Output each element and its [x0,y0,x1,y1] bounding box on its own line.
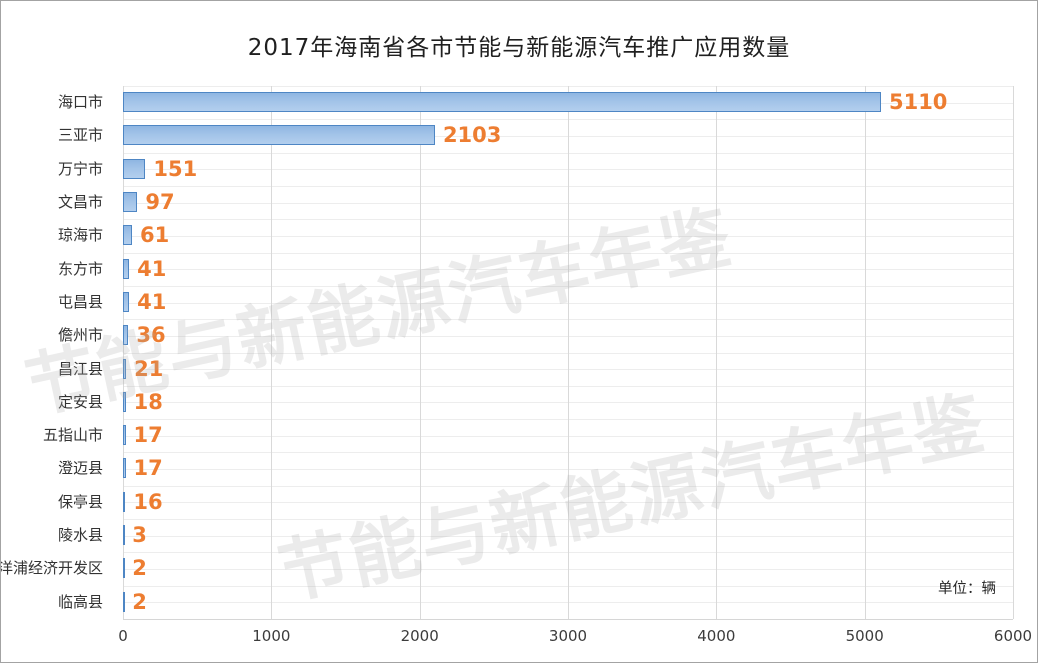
bar-value-label: 18 [133,389,163,414]
bar-row: 17 [123,419,1013,452]
category-label: 文昌市 [57,192,103,211]
value-axis: 0 1000 2000 3000 4000 5000 6000 [1,627,1037,649]
category-label: 五指山市 [42,426,103,445]
gridline-vertical [1013,86,1014,619]
bar-value-label: 2 [132,589,147,614]
category-label: 保亭县 [57,492,103,511]
category-label: 琼海市 [57,226,103,245]
plot-area: 5110 2103 151 97 61 41 41 36 21 18 17 17 16 3 2 2 [123,86,1014,620]
bar-value-label: 151 [153,156,198,181]
bar-value-label: 36 [136,323,166,348]
bar [123,225,133,246]
x-tick-label: 6000 [993,627,1033,645]
bar-row: 16 [123,486,1013,519]
unit-label: 单位：辆 [938,581,996,597]
bar-row: 3 [123,519,1013,552]
gridline-vertical [271,86,273,619]
bar [123,525,125,546]
bar-row: 2 [123,552,1013,585]
bar-row: 2103 [123,119,1013,152]
bar-value-label: 2 [132,556,147,581]
bar-value-label: 5110 [888,90,948,114]
bar-value-label: 2103 [442,123,502,148]
gridline-vertical [864,86,866,619]
bar-value-label: 17 [133,423,163,448]
category-label: 万宁市 [57,159,103,178]
category-label: 澄迈县 [57,459,103,478]
bar-value-label: 21 [134,356,164,381]
category-label: 东方市 [57,259,103,278]
category-label: 临高县 [57,592,103,611]
bar [123,425,126,446]
gridline-horizontal [123,619,1013,620]
bar [123,358,127,379]
gridline-vertical [419,86,421,619]
x-tick-label: 2000 [400,627,439,645]
category-label: 儋州市 [57,326,103,345]
category-label: 三亚市 [57,126,103,145]
bar-value-label: 17 [133,456,163,481]
bar [123,92,881,112]
bar [123,158,146,179]
bar-row: 18 [123,386,1013,419]
category-label: 昌江县 [57,359,103,378]
bar-row: 36 [123,319,1013,352]
bar [123,491,126,512]
bar-row: 41 [123,253,1013,286]
bar-row: 41 [123,286,1013,319]
bar [123,258,130,279]
gridline-vertical [716,86,718,619]
category-label: 定安县 [57,392,103,411]
bar-row: 2 [123,586,1013,619]
bar [123,391,126,412]
bar-row: 97 [123,186,1013,219]
x-tick-label: 4000 [697,627,736,645]
bar-row: 151 [123,153,1013,186]
bar [123,558,125,579]
bar-value-label: 41 [137,289,167,314]
bar-row: 21 [123,353,1013,386]
x-tick-label: 3000 [548,627,588,645]
bar [123,325,129,346]
bar [123,458,126,479]
category-label: 海口市 [57,93,103,111]
x-tick-label: 5000 [845,627,884,645]
bar-row: 61 [123,219,1013,252]
bar-value-label: 3 [132,523,147,548]
bar [123,125,435,146]
category-label: 屯昌县 [57,292,103,311]
bar-row: 5110 [123,86,1013,119]
bar-value-label: 97 [145,189,175,214]
bar [123,591,125,612]
bar-row: 17 [123,452,1013,485]
bar-value-label: 61 [140,223,170,248]
category-axis: 海口市三亚市万宁市文昌市琼海市东方市屯昌县儋州市昌江县定安县五指山市澄迈县保亭县… [1,86,113,619]
bar-value-label: 16 [133,489,163,514]
gridline-vertical [123,86,124,619]
gridline-vertical [568,86,569,619]
bar [123,291,130,312]
x-tick-label: 0 [118,627,128,645]
chart-title: 2017年海南省各市节能与新能源汽车推广应用数量 [247,35,791,61]
bar [123,191,138,212]
category-label: 洋浦经济开发区 [0,559,103,578]
category-label: 陵水县 [57,526,103,545]
bar-value-label: 41 [137,256,167,281]
x-tick-label: 1000 [252,627,291,645]
